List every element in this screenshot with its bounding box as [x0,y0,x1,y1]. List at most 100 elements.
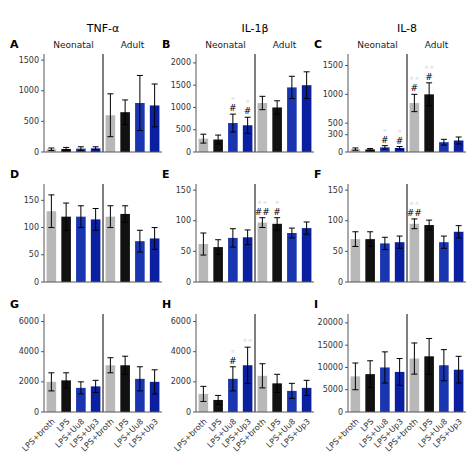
group-separator [103,184,104,282]
error-bar [411,343,417,374]
panel-label: A [10,38,19,51]
panel-label: B [162,38,170,51]
y-tick-label: 6000 [19,317,39,326]
bar [454,232,464,282]
panel-title: IL-1β [241,22,268,35]
error-bar [367,149,373,151]
group-separator [103,314,104,412]
panel-label: E [162,168,170,181]
error-bar [382,352,388,383]
panel: 030050010001500CIL-8#◦#◦#◦◦#◦◦NeonatalAd… [314,22,466,157]
x-axis [348,282,466,283]
significance-marker: ◦ [382,126,387,136]
y-tick-label: 4000 [171,347,191,356]
y-tick-label: 50 [333,247,343,256]
bar [258,103,268,152]
y-axis [44,184,45,282]
y-tick-label: 4000 [19,347,39,356]
x-tick-label: LPS+broth [324,417,360,453]
x-axis [196,282,314,283]
error-bar [152,370,158,394]
error-bar [93,147,99,150]
y-tick-label: 0 [338,278,343,287]
y-tick-label: 0 [186,148,191,157]
x-tick-label: LPS+broth [172,417,208,453]
panel-title: IL-8 [397,22,417,35]
panel-label: H [162,298,171,311]
y-tick-label: 6000 [171,317,191,326]
y-axis [44,314,45,412]
significance-marker: ◦ [274,198,279,208]
bar [120,214,130,282]
error-bar [397,236,403,248]
y-tick-label: 50 [29,250,39,259]
error-bar [93,380,99,392]
y-tick-label: 10000 [318,363,343,372]
x-axis [44,282,162,283]
group-label: Adult [121,40,145,50]
bar [380,243,390,282]
panel-label: C [314,38,322,51]
error-bar [289,228,295,238]
x-tick-label: LPS+broth [20,417,56,453]
y-tick-label: 300 [328,130,343,139]
panel-label: I [314,298,318,311]
error-bar [215,135,221,144]
bar [439,242,449,282]
error-bar [93,209,99,231]
error-bar [259,364,265,388]
significance-marker: # [273,207,281,217]
y-tick-label: 100 [176,216,191,225]
error-bar [367,361,373,388]
error-bar [259,218,265,228]
error-bar [137,230,143,252]
y-axis [348,184,349,282]
error-bar [274,218,280,230]
bar [302,228,312,282]
y-tick-label: 500 [328,119,343,128]
error-bar [245,117,251,133]
error-bar [152,228,158,250]
significance-marker: # [425,72,433,82]
x-tick-label: LPS+Up3 [127,417,160,450]
y-tick-label: 0 [34,278,39,287]
x-tick-label: LPS+broth [231,417,267,453]
error-bar [456,137,462,144]
error-bar [78,206,84,228]
figure: 050010001500ATNF-αNeonatalAdult050010001… [0,0,474,474]
y-tick-label: 0 [338,408,343,417]
panel: 050100150D [10,168,162,287]
x-tick-label: LPS+Up3 [279,417,312,450]
y-tick-label: 0 [186,408,191,417]
error-bar [200,134,206,143]
significance-marker: ◦ [230,347,235,357]
error-bar [78,382,84,394]
group-label: Adult [425,40,449,50]
group-label: Adult [273,40,297,50]
panel: 0200040006000LPS+brothLPSLPS+Uu8LPS+Up3L… [10,298,162,453]
error-bar [107,206,113,228]
error-bar [411,94,417,111]
error-bar [367,232,373,247]
x-tick-label: LPS+Up3 [431,417,464,450]
bar [395,242,405,282]
panel: 050100150F##◦◦ [314,168,466,287]
error-bar [304,222,310,234]
error-bar [382,237,388,249]
y-tick-label: 100 [24,223,39,232]
error-bar [426,339,432,375]
significance-marker: ◦ [397,127,402,137]
significance-marker: ◦◦ [409,74,420,84]
error-bar [122,100,128,125]
error-bar [152,84,158,127]
panel: 050100150E##◦◦#◦ [162,168,314,287]
y-tick-label: 1000 [323,90,343,99]
bar [272,107,282,152]
y-tick-label: 1500 [171,81,191,90]
error-bar [200,386,206,401]
error-bar [63,147,69,150]
y-tick-label: 2000 [171,377,191,386]
error-bar [107,94,113,137]
significance-marker: # [229,103,237,113]
error-bar [289,76,295,98]
